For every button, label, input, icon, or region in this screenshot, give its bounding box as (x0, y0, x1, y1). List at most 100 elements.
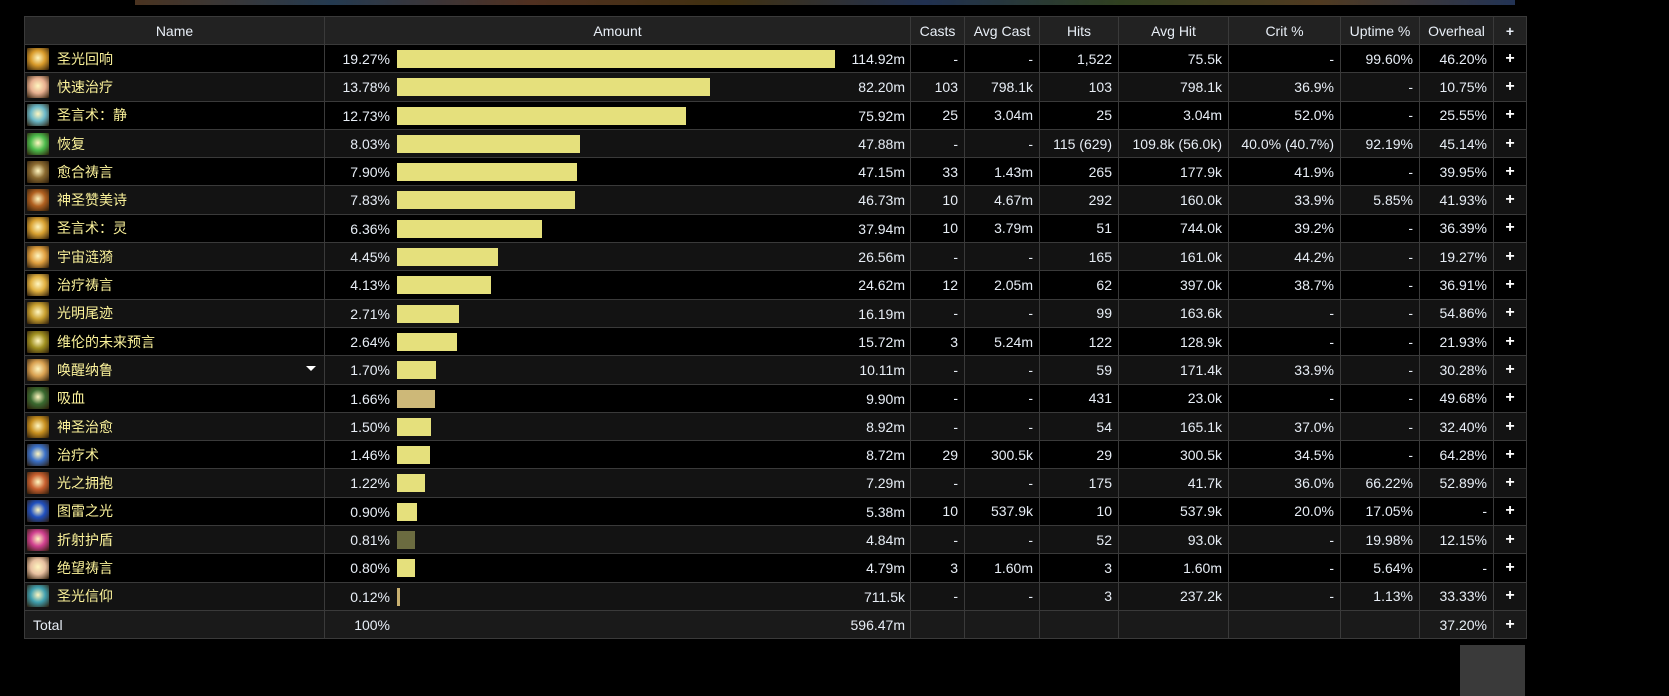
expand-button[interactable]: + (1493, 213, 1527, 244)
expand-button[interactable]: + (1493, 581, 1527, 611)
col-crit[interactable]: Crit % (1228, 16, 1341, 45)
spell-name-cell[interactable]: 治疗祷言 (24, 270, 325, 300)
table-row[interactable]: 圣光信仰 0.12% 711.5k - - 3 237.2k - 1.13% 3… (24, 581, 1527, 611)
col-hits[interactable]: Hits (1039, 16, 1119, 45)
table-row[interactable]: 圣言术：灵 6.36% 37.94m 10 3.79m 51 744.0k 39… (24, 213, 1527, 244)
spell-name-cell[interactable]: 绝望祷言 (24, 553, 325, 583)
spell-name-cell[interactable]: 圣光信仰 (24, 581, 325, 611)
uptime-pct: - (1340, 383, 1420, 413)
spell-name-cell[interactable]: 愈合祷言 (24, 157, 325, 187)
avg-cast: - (964, 298, 1040, 328)
spell-name: 吸血 (57, 390, 85, 407)
scroll-button[interactable] (1460, 645, 1525, 696)
col-casts[interactable]: Casts (910, 16, 965, 45)
table-row[interactable]: 光之拥抱 1.22% 7.29m - - 175 41.7k 36.0% 66.… (24, 468, 1527, 498)
overheal-pct: - (1419, 496, 1494, 527)
spell-name-cell[interactable]: 治疗术 (24, 440, 325, 470)
overheal-pct: 32.40% (1419, 411, 1494, 442)
spell-name-cell[interactable]: 唤醒纳鲁 (24, 355, 325, 385)
crit-pct: - (1228, 326, 1341, 357)
casts: - (910, 525, 965, 555)
spell-name-cell[interactable]: 神圣赞美诗 (24, 185, 325, 215)
expand-button[interactable]: + (1493, 355, 1527, 385)
col-uptime[interactable]: Uptime % (1340, 16, 1420, 45)
table-row[interactable]: 图雷之光 0.90% 5.38m 10 537.9k 10 537.9k 20.… (24, 496, 1527, 527)
col-avg-cast[interactable]: Avg Cast (964, 16, 1040, 45)
expand-button[interactable]: + (1493, 100, 1527, 130)
amount-pct: 1.22% (350, 475, 390, 492)
spell-name-cell[interactable]: 维伦的未来预言 (24, 326, 325, 357)
expand-button[interactable]: + (1493, 553, 1527, 583)
expand-button[interactable]: + (1493, 383, 1527, 413)
expand-button[interactable]: + (1493, 411, 1527, 442)
expand-button[interactable]: + (1493, 496, 1527, 527)
col-overheal[interactable]: Overheal (1419, 16, 1494, 45)
spell-name-cell[interactable]: 图雷之光 (24, 496, 325, 527)
table-row[interactable]: 圣言术：静 12.73% 75.92m 25 3.04m 25 3.04m 52… (24, 100, 1527, 130)
spell-name-cell[interactable]: 宇宙涟漪 (24, 242, 325, 272)
table-row[interactable]: 绝望祷言 0.80% 4.79m 3 1.60m 3 1.60m - 5.64%… (24, 553, 1527, 583)
table-row[interactable]: 神圣赞美诗 7.83% 46.73m 10 4.67m 292 160.0k 3… (24, 185, 1527, 215)
casts: 25 (910, 100, 965, 130)
expand-button[interactable]: + (1493, 609, 1527, 640)
spell-name-cell[interactable]: 神圣治愈 (24, 411, 325, 442)
spell-name-cell[interactable]: 圣言术：灵 (24, 213, 325, 244)
overheal-pct: 10.75% (1419, 72, 1494, 102)
spell-name-cell[interactable]: 圣光回响 (24, 43, 325, 74)
expand-button[interactable]: + (1493, 298, 1527, 328)
hits: 292 (1039, 185, 1119, 215)
table-row[interactable]: 愈合祷言 7.90% 47.15m 33 1.43m 265 177.9k 41… (24, 157, 1527, 187)
expand-button[interactable]: + (1493, 525, 1527, 555)
table-row[interactable]: 恢复 8.03% 47.88m - - 115 (629) 109.8k (56… (24, 128, 1527, 159)
spell-name: 光之拥抱 (57, 475, 113, 492)
col-name[interactable]: Name (24, 16, 325, 45)
expand-button[interactable]: + (1493, 440, 1527, 470)
amount-bar (397, 191, 575, 210)
expand-button[interactable]: + (1493, 468, 1527, 498)
table-row[interactable]: 唤醒纳鲁 1.70% 10.11m - - 59 171.4k 33.9% - … (24, 355, 1527, 385)
expand-button[interactable]: + (1493, 326, 1527, 357)
col-avg-hit[interactable]: Avg Hit (1118, 16, 1229, 45)
total-amount: 596.47m (850, 616, 905, 633)
expand-button[interactable]: + (1493, 270, 1527, 300)
overheal-pct: 25.55% (1419, 100, 1494, 130)
casts: 103 (910, 72, 965, 102)
expand-button[interactable]: + (1493, 43, 1527, 74)
amount-cell: 7.83% 46.73m (324, 185, 911, 215)
table-row[interactable]: 宇宙涟漪 4.45% 26.56m - - 165 161.0k 44.2% -… (24, 242, 1527, 272)
spell-name-cell[interactable]: 光之拥抱 (24, 468, 325, 498)
col-amount[interactable]: Amount (324, 16, 911, 45)
spell-name-cell[interactable]: 折射护盾 (24, 525, 325, 555)
table-row[interactable]: 快速治疗 13.78% 82.20m 103 798.1k 103 798.1k… (24, 72, 1527, 102)
expand-button[interactable]: + (1493, 72, 1527, 102)
expand-button[interactable]: + (1493, 157, 1527, 187)
avg-hit: 397.0k (1118, 270, 1229, 300)
spell-name-cell[interactable]: 圣言术：静 (24, 100, 325, 130)
table-row[interactable]: 治疗祷言 4.13% 24.62m 12 2.05m 62 397.0k 38.… (24, 270, 1527, 300)
casts: - (910, 128, 965, 159)
expand-button[interactable]: + (1493, 185, 1527, 215)
add-column-button[interactable]: + (1493, 16, 1527, 45)
expand-button[interactable]: + (1493, 242, 1527, 272)
amount-value: 46.73m (858, 192, 905, 209)
spell-icon (27, 217, 49, 240)
table-row[interactable]: 治疗术 1.46% 8.72m 29 300.5k 29 300.5k 34.5… (24, 440, 1527, 470)
uptime-pct: 5.85% (1340, 185, 1420, 215)
uptime-pct: - (1340, 355, 1420, 385)
spell-name-cell[interactable]: 快速治疗 (24, 72, 325, 102)
spell-name-cell[interactable]: 恢复 (24, 128, 325, 159)
uptime-pct: 19.98% (1340, 525, 1420, 555)
spell-name-cell[interactable]: 光明尾迹 (24, 298, 325, 328)
table-row[interactable]: 光明尾迹 2.71% 16.19m - - 99 163.6k - - 54.8… (24, 298, 1527, 328)
spell-name-cell[interactable]: 吸血 (24, 383, 325, 413)
total-amount-cell: 100% 596.47m (324, 609, 911, 640)
uptime-pct: - (1340, 100, 1420, 130)
table-row[interactable]: 折射护盾 0.81% 4.84m - - 52 93.0k - 19.98% 1… (24, 525, 1527, 555)
table-row[interactable]: 吸血 1.66% 9.90m - - 431 23.0k - - 49.68% … (24, 383, 1527, 413)
table-row[interactable]: 维伦的未来预言 2.64% 15.72m 3 5.24m 122 128.9k … (24, 326, 1527, 357)
dropdown-caret-icon[interactable] (306, 366, 316, 372)
table-row[interactable]: 圣光回响 19.27% 114.92m - - 1,522 75.5k - 99… (24, 43, 1527, 74)
table-row[interactable]: 神圣治愈 1.50% 8.92m - - 54 165.1k 37.0% - 3… (24, 411, 1527, 442)
expand-button[interactable]: + (1493, 128, 1527, 159)
casts: - (910, 298, 965, 328)
